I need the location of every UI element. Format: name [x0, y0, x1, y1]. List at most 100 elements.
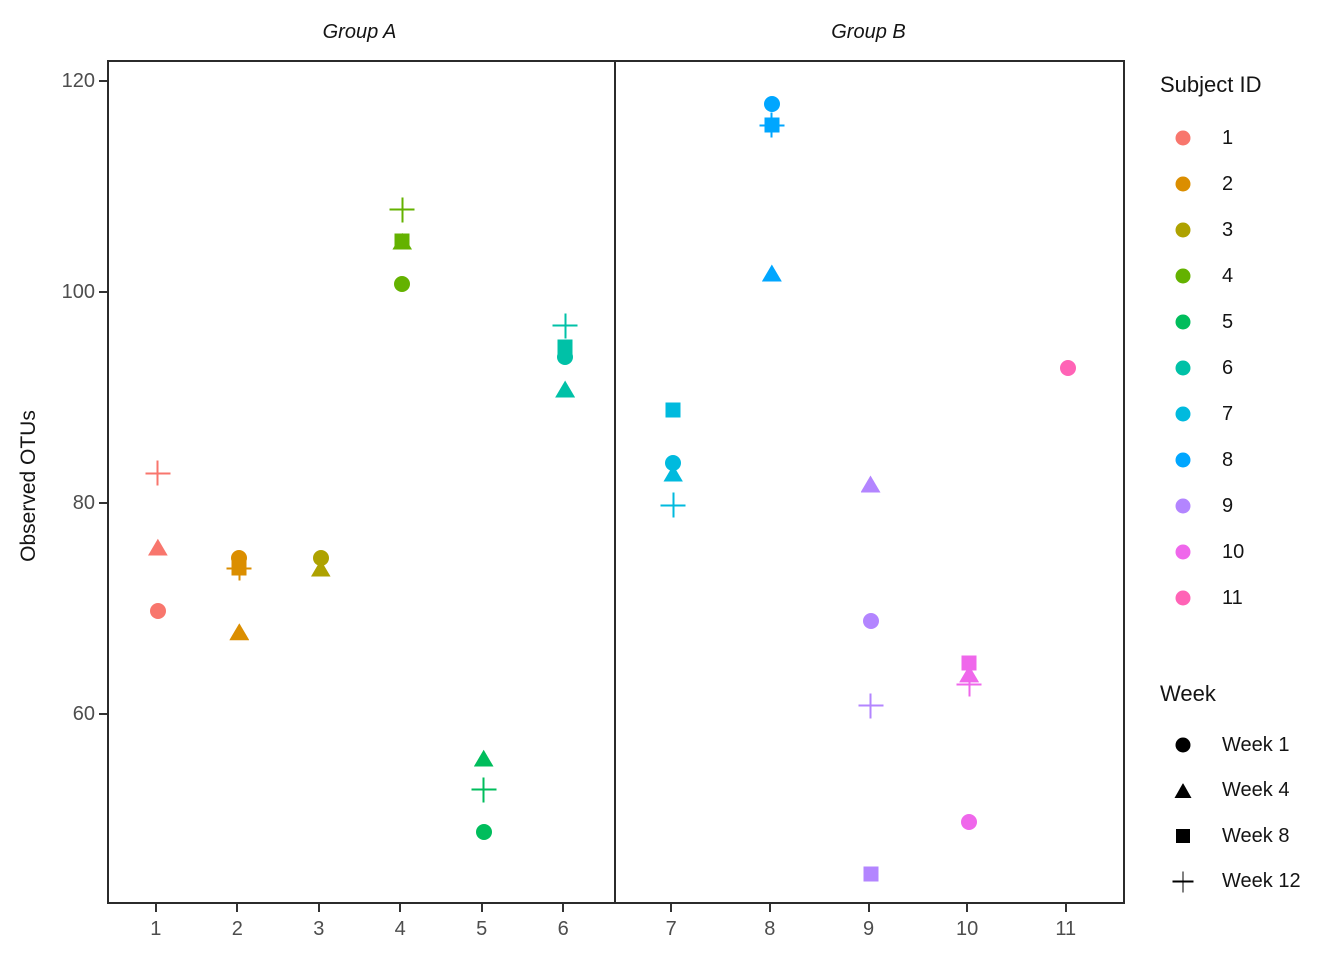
- y-tick-label: 100: [61, 281, 95, 304]
- legend-item-subject-5: 5: [1160, 299, 1233, 345]
- legend-subject-label: 8: [1222, 448, 1234, 471]
- data-point-subject-6-week-4: [555, 380, 576, 398]
- data-point-subject-10-week-1: [961, 813, 978, 830]
- legend-item-subject-8: 8: [1160, 437, 1233, 483]
- data-point-subject-8-week-8: [764, 117, 780, 133]
- legend-subject-label: 7: [1222, 402, 1234, 425]
- legend-week-label: Week 1: [1222, 733, 1290, 756]
- legend-subject-label: 9: [1222, 494, 1234, 517]
- x-tick-label: 9: [862, 918, 875, 940]
- legend-item-subject-11: 11: [1160, 575, 1243, 621]
- data-point-subject-11-week-1: [1059, 359, 1076, 376]
- legend-item-week-1: Week 1: [1160, 722, 1289, 768]
- x-tick-mark: [1064, 904, 1067, 912]
- data-point-subject-3-week-1: [312, 549, 329, 566]
- x-tick-label: 5: [476, 918, 488, 940]
- data-point-subject-4-week-12: [389, 197, 415, 223]
- data-point-subject-7-week-1: [665, 454, 682, 471]
- legend-subject-label: 1: [1222, 126, 1234, 149]
- data-point-subject-10-week-8: [961, 655, 977, 671]
- plot-panel: [107, 60, 1125, 904]
- legend-item-subject-6: 6: [1160, 345, 1233, 391]
- legend-item-subject-7: 7: [1160, 391, 1233, 437]
- legend-week-label: Week 4: [1222, 779, 1290, 801]
- legend-item-subject-9: 9: [1160, 483, 1233, 529]
- x-tick-mark: [562, 904, 565, 912]
- y-tick-mark: [99, 291, 107, 294]
- facet-title-group-b: Group B: [831, 21, 906, 43]
- data-point-subject-1-week-12: [145, 460, 171, 486]
- legend-subject-label: 11: [1222, 586, 1243, 609]
- subject-color-swatch: [1170, 493, 1196, 519]
- data-point-subject-10-week-12: [956, 671, 982, 697]
- legend-item-subject-3: 3: [1160, 207, 1233, 253]
- data-point-subject-1-week-4: [147, 538, 168, 556]
- facet-title-group-a: Group A: [322, 21, 397, 43]
- legend-item-subject-1: 1: [1160, 115, 1233, 161]
- data-point-subject-7-week-12: [660, 492, 686, 518]
- legend-subject-label: 3: [1222, 218, 1234, 241]
- subject-color-swatch: [1170, 355, 1196, 381]
- x-tick-label: 3: [313, 918, 325, 940]
- data-point-subject-9-week-12: [858, 693, 883, 719]
- data-point-subject-6-week-12: [552, 313, 578, 339]
- x-tick-mark: [399, 904, 402, 912]
- subject-color-swatch: [1170, 585, 1196, 611]
- data-point-subject-2-week-1: [231, 549, 248, 566]
- legend-title-week: Week: [1160, 681, 1216, 706]
- x-tick-mark: [317, 904, 320, 912]
- subject-color-swatch: [1170, 539, 1196, 565]
- data-point-subject-9-week-8: [863, 866, 878, 882]
- legend-item-subject-2: 2: [1160, 161, 1233, 207]
- x-tick-label: 11: [1055, 918, 1077, 940]
- x-tick-mark: [768, 904, 771, 912]
- data-point-subject-7-week-8: [665, 402, 681, 418]
- legend-subject-label: 2: [1222, 172, 1234, 195]
- data-point-subject-9-week-4: [860, 475, 881, 493]
- data-point-subject-6-week-1: [557, 349, 574, 366]
- subject-color-swatch: [1170, 309, 1196, 335]
- week-shape-swatch-square-icon: [1170, 823, 1196, 849]
- y-tick-mark: [99, 502, 107, 505]
- x-tick-mark: [670, 904, 673, 912]
- x-tick-label: 1: [150, 918, 162, 940]
- data-point-subject-8-week-4: [761, 264, 782, 282]
- legend-item-week-4: Week 4: [1160, 768, 1289, 814]
- data-point-subject-5-week-12: [471, 777, 497, 803]
- x-tick-label: 2: [231, 918, 243, 940]
- data-point-subject-4-week-1: [394, 275, 411, 292]
- y-axis-title: Observed OTUs: [17, 410, 40, 562]
- subject-color-swatch: [1170, 401, 1196, 427]
- data-point-subject-2-week-4: [229, 623, 250, 641]
- subject-color-swatch: [1170, 171, 1196, 197]
- subject-color-swatch: [1170, 217, 1196, 243]
- data-point-subject-4-week-8: [394, 233, 410, 249]
- x-tick-mark: [966, 904, 969, 912]
- legend-subject-label: 5: [1222, 310, 1234, 333]
- x-tick-label: 4: [394, 918, 406, 940]
- x-tick-label: 6: [557, 918, 569, 940]
- week-shape-swatch-triangle-icon: [1170, 778, 1196, 804]
- subject-color-swatch: [1170, 447, 1196, 473]
- x-tick-mark: [154, 904, 157, 912]
- x-tick-mark: [867, 904, 870, 912]
- week-shape-swatch-plus-icon: [1170, 869, 1196, 895]
- y-tick-label: 80: [72, 492, 95, 515]
- data-point-subject-5-week-1: [475, 824, 492, 841]
- legend-item-week-8: Week 8: [1160, 813, 1289, 859]
- legend-subject-label: 4: [1222, 264, 1234, 287]
- legend-subject-label: 10: [1222, 540, 1245, 563]
- week-shape-swatch-circle-icon: [1170, 732, 1196, 758]
- legend-subject-label: 6: [1222, 356, 1234, 379]
- facet-divider: [614, 62, 616, 902]
- data-point-subject-1-week-1: [149, 602, 166, 619]
- x-tick-label: 8: [764, 918, 776, 940]
- x-tick-mark: [480, 904, 483, 912]
- legend-week-label: Week 8: [1222, 824, 1290, 847]
- y-tick-mark: [99, 713, 107, 716]
- data-point-subject-9-week-1: [862, 613, 879, 630]
- legend-item-subject-10: 10: [1160, 529, 1244, 575]
- data-point-subject-5-week-4: [473, 749, 494, 767]
- subject-color-swatch: [1170, 125, 1196, 151]
